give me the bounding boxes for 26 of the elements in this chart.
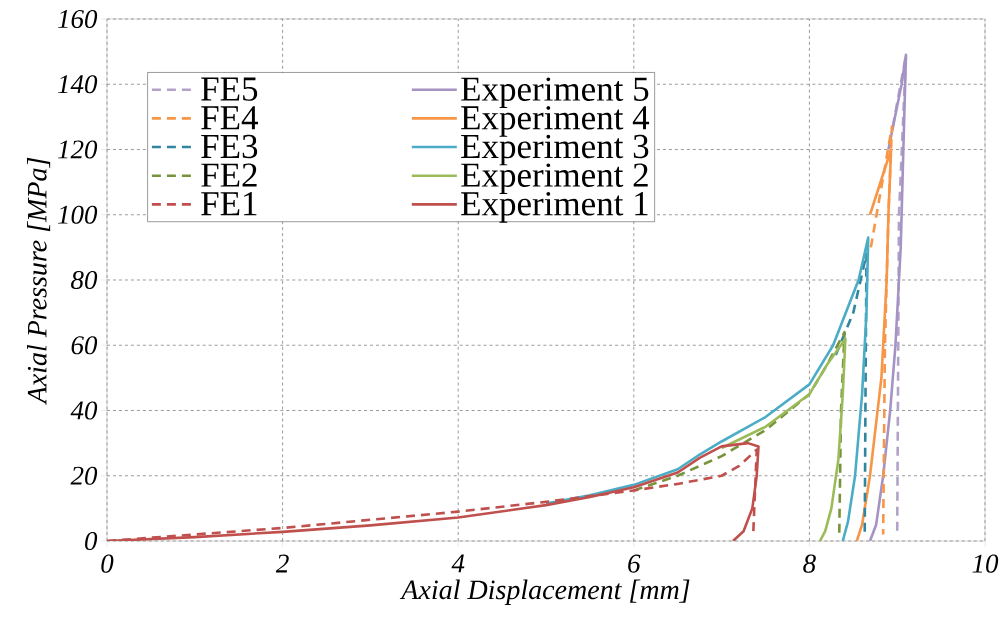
line-series [632, 330, 846, 536]
y-tick-label: 100 [57, 205, 98, 224]
x-tick-label: 4 [451, 554, 465, 573]
legend-label: FE3 [201, 134, 258, 159]
y-tick-label: 0 [85, 531, 98, 551]
line-series [868, 53, 908, 541]
y-tick-label: 60 [71, 336, 98, 355]
y-tick-label: 120 [57, 140, 98, 159]
y-tick-label: 40 [70, 401, 98, 420]
legend-label: FE4 [201, 106, 258, 130]
legend-label: FE5 [201, 77, 258, 101]
x-tick-label: 8 [803, 554, 816, 573]
x-tick-label: 0 [101, 554, 114, 573]
y-axis-title: Axial Pressure [MPa] [26, 157, 51, 405]
legend-label: FE2 [201, 163, 257, 187]
x-axis-title: Axial Displacement [mm] [399, 579, 690, 605]
x-tick-label: 2 [275, 554, 289, 573]
x-tick-label: 10 [972, 554, 999, 573]
legend-label: FE1 [201, 192, 257, 216]
y-tick-label: 160 [57, 9, 98, 29]
y-tick-label: 140 [57, 75, 98, 94]
y-tick-label: 80 [71, 270, 98, 290]
x-tick-label: 6 [628, 554, 641, 573]
y-tick-label: 20 [70, 466, 98, 485]
line-series [720, 337, 847, 541]
line-series [544, 236, 870, 541]
